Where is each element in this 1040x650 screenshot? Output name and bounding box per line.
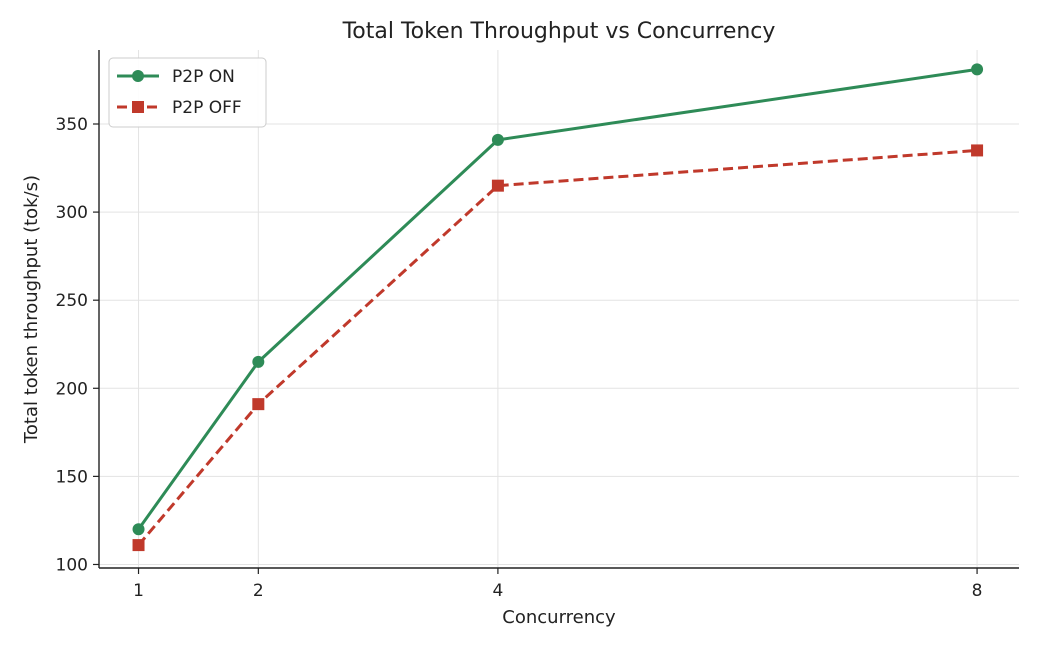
x-axis-label: Concurrency [502, 607, 616, 628]
x-ticks: 1 2 4 8 [133, 568, 982, 601]
data-point-p2p-on [252, 355, 265, 368]
y-ticks: 100 150 200 250 300 350 [56, 115, 99, 575]
axes [98, 50, 1019, 569]
legend-marker-p2p-off [132, 101, 144, 113]
data-point-p2p-off [252, 398, 265, 411]
legend-label-p2p-off: P2P OFF [172, 98, 242, 118]
series-line-p2p-on [137, 67, 978, 531]
chart-title: Total Token Throughput vs Concurrency [342, 19, 776, 44]
x-tick-label: 4 [492, 581, 503, 601]
grid [99, 50, 1019, 568]
series-line-p2p-off [137, 148, 978, 547]
data-point-p2p-on [971, 63, 984, 76]
y-tick-label: 150 [56, 467, 88, 487]
y-tick-label: 250 [56, 291, 88, 311]
data-point-p2p-on [491, 133, 504, 146]
y-axis-label: Total token throughput (tok/s) [21, 175, 42, 444]
x-tick-label: 8 [972, 581, 983, 601]
y-tick-label: 350 [56, 115, 88, 135]
y-tick-label: 300 [56, 203, 88, 223]
data-point-p2p-off [971, 144, 984, 157]
x-tick-label: 2 [253, 581, 264, 601]
legend-label-p2p-on: P2P ON [172, 67, 235, 87]
series-group [132, 63, 984, 552]
y-tick-label: 200 [56, 379, 88, 399]
y-tick-label: 100 [56, 555, 88, 575]
data-point-p2p-off [491, 179, 504, 192]
x-tick-label: 1 [133, 581, 144, 601]
legend-marker-p2p-on [132, 70, 144, 82]
legend: P2P ON P2P OFF [108, 57, 267, 128]
data-point-p2p-on [132, 523, 145, 536]
data-point-p2p-off [132, 539, 145, 552]
